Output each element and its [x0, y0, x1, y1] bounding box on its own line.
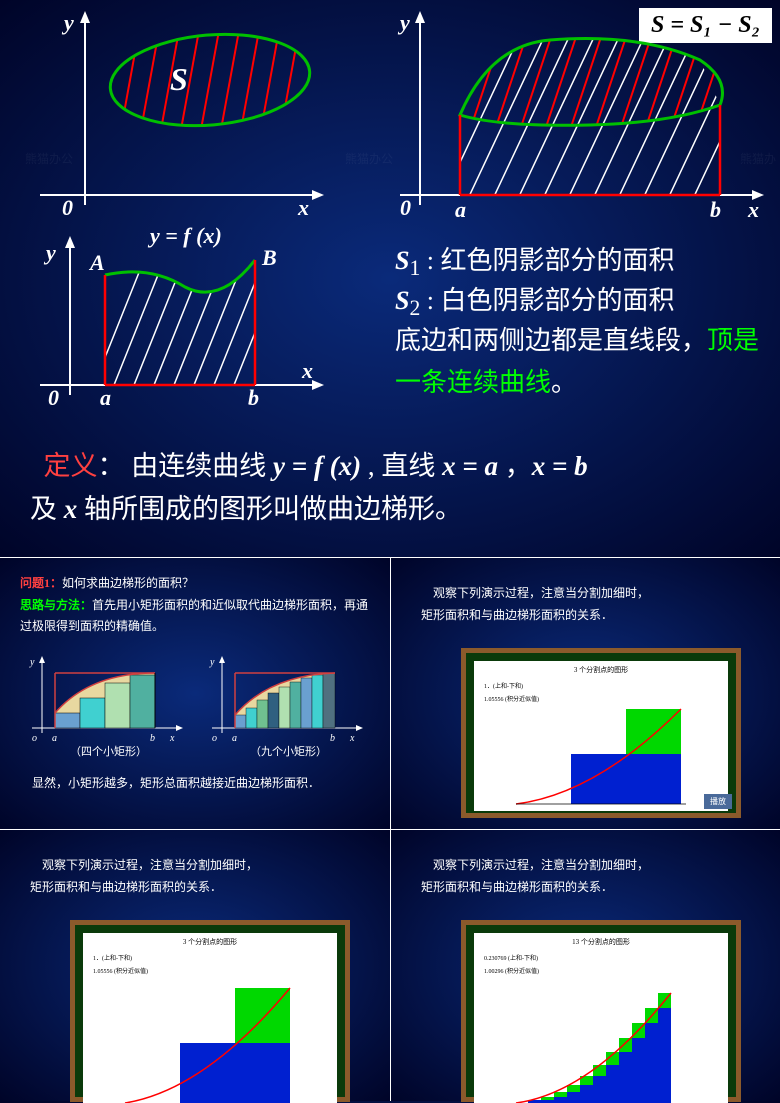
play-button[interactable]: 播放: [704, 794, 732, 809]
svg-text:b: b: [150, 733, 155, 744]
diagram-trapezoid-labeled: y x 0 a b A B y = f (x): [20, 225, 330, 415]
b-label-3: b: [248, 385, 259, 410]
slide-demo1: 观察下列演示过程，注意当分割加细时， 矩形面积和与曲边梯形面积的关系． 3 个分…: [390, 557, 780, 829]
x-axis-label: x: [297, 195, 309, 220]
demo2-title: 3 个分割点的图形: [83, 933, 337, 951]
svg-text:y: y: [209, 657, 215, 668]
def-t3: 及: [30, 494, 64, 524]
demo-panel-2: 3 个分割点的图形 1．(上和-下和) 1.05556 (积分近似值): [70, 920, 350, 1102]
demo3-v1: 0.230769 (上和-下和): [474, 951, 728, 964]
origin-label-3: 0: [48, 385, 59, 410]
B-label: B: [261, 245, 277, 270]
demo3-v2: 1.00296 (积分近似值): [474, 964, 728, 977]
demo-v1: 1．(上和-下和): [474, 679, 728, 692]
a-label-3: a: [100, 385, 111, 410]
demo3-t1: 观察下列演示过程，注意当分割加细时，: [433, 858, 649, 872]
b-label-2: b: [710, 197, 721, 220]
demo2-v2: 1.05556 (积分近似值): [83, 964, 337, 977]
demo-title: 3 个分割点的图形: [474, 661, 728, 679]
demo2-v1: 1．(上和-下和): [83, 951, 337, 964]
origin-label: 0: [62, 195, 73, 220]
A-label: A: [88, 250, 105, 275]
svg-text:（四个小矩形）: （四个小矩形）: [70, 745, 147, 758]
slide-problem: 问题1：如何求曲边梯形的面积？ 思路与方法：首先用小矩形面积的和近似取代曲边梯形…: [0, 557, 390, 829]
def-t1: ： 由连续曲线: [98, 451, 274, 481]
svg-text:y: y: [29, 657, 35, 668]
watermark: 熊猫办公: [25, 150, 73, 167]
method-label: 思路与方法：: [20, 598, 92, 612]
mini-diagram-4bars: y x o a b （四个小矩形）: [20, 653, 190, 763]
q1-text: 如何求曲边梯形的面积？: [62, 576, 194, 590]
svg-text:o: o: [32, 733, 37, 744]
y-axis-label-2: y: [397, 10, 410, 35]
demo3-title: 13 个分割点的图形: [474, 933, 728, 951]
def-xa: x = a: [442, 451, 498, 481]
def-t2: , 直线: [361, 451, 442, 481]
def-xb: x = b: [532, 451, 588, 481]
slide-demo3: 观察下列演示过程，注意当分割加细时， 矩形面积和与曲边梯形面积的关系． 13 个…: [390, 829, 780, 1101]
a-label-2: a: [455, 197, 466, 220]
svg-text:b: b: [330, 733, 335, 744]
x-axis-label-2: x: [747, 197, 759, 220]
q1-label: 问题1：: [20, 576, 62, 590]
demo-panel-3: 13 个分割点的图形 0.230769 (上和-下和) 1.00296 (积分近…: [461, 920, 741, 1102]
base-description: 底边和两侧边都是直线段，顶是一条连续曲线。: [395, 320, 775, 403]
svg-text:a: a: [52, 733, 57, 744]
origin-label-2: 0: [400, 195, 411, 220]
watermark: 熊猫办: [740, 150, 776, 167]
slide-demo2: 观察下列演示过程，注意当分割加细时， 矩形面积和与曲边梯形面积的关系． 3 个分…: [0, 829, 390, 1101]
slide-main: S = S₁ − S₂ y x 0 S: [0, 0, 780, 557]
y-axis-label-3: y: [43, 240, 56, 265]
s1-description: S1 : 红色阴影部分的面积: [395, 240, 675, 286]
demo-t2: 矩形面积和与曲边梯形面积的关系．: [421, 608, 613, 622]
demo2-t2: 矩形面积和与曲边梯形面积的关系．: [30, 880, 222, 894]
svg-text:x: x: [169, 733, 175, 744]
svg-text:x: x: [349, 733, 355, 744]
base-text: 底边和两侧边都是直线段，: [395, 326, 707, 355]
svg-text:（九个小矩形）: （九个小矩形）: [250, 745, 327, 758]
svg-text:o: o: [212, 733, 217, 744]
diagram-trapezoid-top: y x 0 a b: [390, 5, 770, 220]
obvious-text: 显然，小矩形越多，矩形总面积越接近曲边梯形面积．: [32, 776, 320, 790]
def-fx: y = f (x): [273, 451, 361, 481]
diagram-ellipse-S: y x 0 S: [20, 5, 330, 220]
demo-panel: 3 个分割点的图形 1．(上和-下和) 1.05556 (积分近似值) 播放: [461, 648, 741, 818]
def-comma: ，: [498, 451, 532, 481]
y-axis-label: y: [61, 10, 74, 35]
def-t4: 轴所围成的图形叫做曲边梯形。: [77, 494, 462, 524]
demo-t1: 观察下列演示过程，注意当分割加细时，: [433, 586, 649, 600]
period: 。: [551, 368, 577, 397]
mini-diagram-9bars: y x o a b （九个小矩形）: [200, 653, 370, 763]
definition: 定义： 由连续曲线 y = f (x) , 直线 x = a ，x = b 及 …: [30, 445, 750, 531]
S-label: S: [170, 61, 188, 97]
demo2-t1: 观察下列演示过程，注意当分割加细时，: [42, 858, 258, 872]
fx-label: y = f (x): [147, 225, 222, 248]
def-label: 定义: [44, 451, 98, 481]
x-axis-label-3: x: [301, 358, 313, 383]
watermark: 熊猫办公: [345, 150, 393, 167]
demo3-t2: 矩形面积和与曲边梯形面积的关系．: [421, 880, 613, 894]
def-xaxis: x: [64, 494, 78, 524]
s2-description: S2 : 白色阴影部分的面积: [395, 280, 675, 326]
svg-text:a: a: [232, 733, 237, 744]
